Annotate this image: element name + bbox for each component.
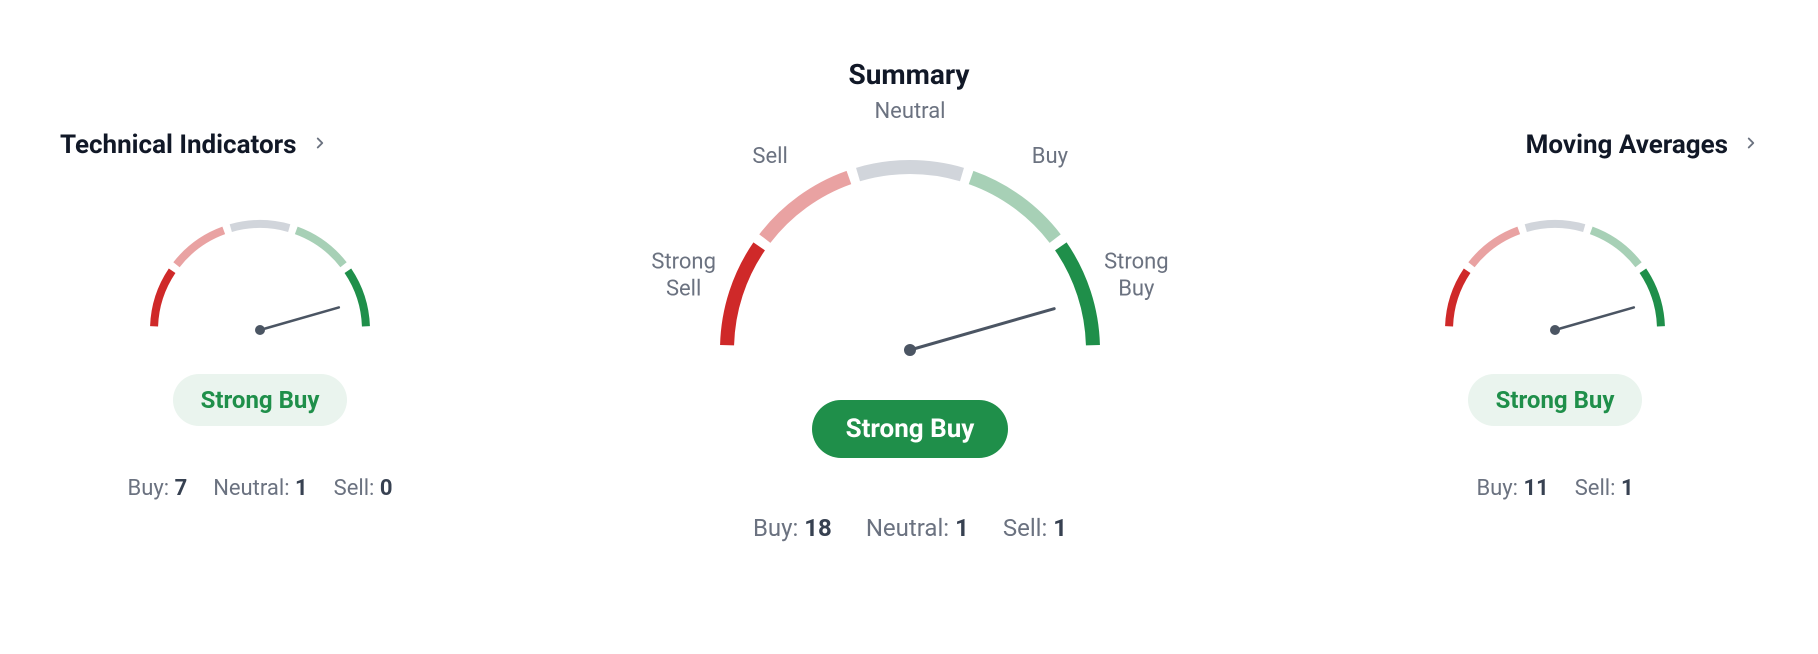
gauge-pivot — [1550, 325, 1560, 335]
gauge-segment-label: Buy — [1032, 144, 1068, 170]
stat-label: Buy: — [1476, 476, 1523, 501]
gauge-segment — [858, 167, 962, 175]
gauge-segment — [971, 177, 1055, 238]
gauge-pivot — [255, 325, 265, 335]
stat-value: 1 — [1053, 514, 1067, 542]
stat-neutral: Neutral: 1 — [866, 514, 969, 542]
stat-value: 0 — [380, 476, 393, 501]
gauge-segment-label: Neutral — [874, 99, 945, 125]
gauge-segment — [727, 246, 759, 345]
stat-label: Buy: — [753, 514, 804, 542]
stat-label: Sell: — [1575, 476, 1621, 501]
gauge-segment — [1061, 246, 1093, 345]
summary-stats: Buy: 18Neutral: 1Sell: 1 — [560, 514, 1260, 542]
gauge-segment — [176, 230, 223, 264]
gauge-needle — [1555, 307, 1634, 330]
gauge-segment — [348, 271, 366, 327]
stat-value: 1 — [295, 476, 308, 501]
stat-buy: Buy: 11 — [1476, 476, 1548, 501]
moving-averages-stats: Buy: 11 Sell: 1 — [1350, 476, 1760, 501]
stat-value: 11 — [1523, 476, 1548, 501]
gauge-segment — [296, 230, 343, 264]
stat-value: 1 — [955, 514, 969, 542]
gauge-segment — [1471, 230, 1518, 264]
technical-indicators-result-badge: Strong Buy — [173, 374, 348, 426]
summary-result-badge: Strong Buy — [812, 400, 1009, 458]
moving-averages-panel: Moving Averages Strong Buy Buy: 11 Sell: … — [1350, 130, 1760, 501]
stat-sell: Sell: 0 — [334, 476, 393, 501]
gauge-segment — [765, 177, 849, 238]
stat-value: 7 — [175, 476, 188, 501]
gauge-segment-label: Strong Buy — [1104, 250, 1169, 303]
chevron-right-icon — [1742, 134, 1760, 156]
summary-title: Summary — [848, 58, 969, 91]
stat-label: Buy: — [128, 476, 175, 501]
moving-averages-result-badge: Strong Buy — [1468, 374, 1643, 426]
stat-buy: Buy: 7 — [128, 476, 188, 501]
gauge-segment — [231, 224, 289, 228]
moving-averages-header[interactable]: Moving Averages — [1350, 130, 1760, 160]
technical-indicators-title: Technical Indicators — [60, 130, 297, 160]
gauge-needle — [260, 307, 339, 330]
gauge-segment-label: Sell — [752, 144, 787, 170]
stat-value: 18 — [804, 514, 832, 542]
technical-indicators-stats: Buy: 7 Neutral: 1 Sell: 0 — [60, 476, 460, 501]
technical-indicators-header[interactable]: Technical Indicators — [60, 130, 460, 160]
gauge-segment — [154, 271, 172, 327]
gauge-pivot — [904, 344, 916, 356]
gauge-segment — [1526, 224, 1584, 228]
summary-panel: Strong SellSellNeutralBuyStrong Buy Stro… — [560, 110, 1260, 542]
gauge-needle — [910, 309, 1054, 350]
technical-indicators-gauge — [140, 210, 380, 350]
stat-label: Sell: — [334, 476, 380, 501]
stat-buy: Buy: 18 — [753, 514, 832, 542]
technical-indicators-panel: Technical Indicators Strong Buy Buy: 7 Ne… — [60, 130, 460, 501]
stat-value: 1 — [1621, 476, 1634, 501]
gauge-segment — [1591, 230, 1638, 264]
chevron-right-icon — [311, 134, 329, 156]
stat-sell: Sell: 1 — [1003, 514, 1067, 542]
moving-averages-title: Moving Averages — [1526, 130, 1728, 160]
summary-gauge: Strong SellSellNeutralBuyStrong Buy — [710, 150, 1110, 370]
gauge-segment — [1449, 271, 1467, 327]
stat-label: Sell: — [1003, 514, 1053, 542]
stat-label: Neutral: — [213, 476, 295, 501]
stat-sell: Sell: 1 — [1575, 476, 1634, 501]
stat-neutral: Neutral: 1 — [213, 476, 307, 501]
gauge-segment — [1643, 271, 1661, 327]
stat-label: Neutral: — [866, 514, 955, 542]
moving-averages-gauge — [1435, 210, 1675, 350]
gauge-segment-label: Strong Sell — [651, 250, 716, 303]
